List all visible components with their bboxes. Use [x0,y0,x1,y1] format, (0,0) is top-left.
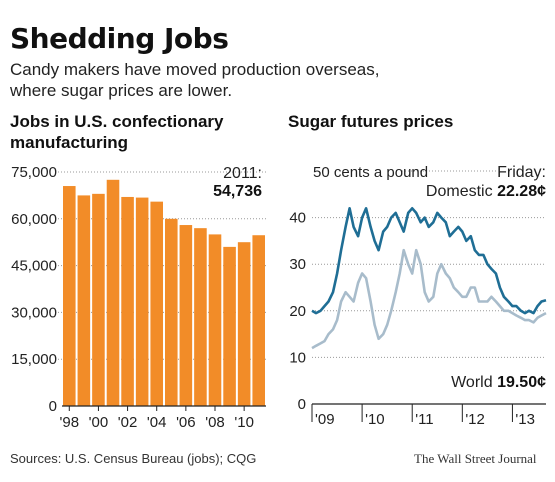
jobs-bar [252,235,265,406]
jobs-x-tick-label: '02 [118,414,138,431]
jobs-y-tick-label: 60,000 [11,211,57,228]
jobs-bar [63,186,76,406]
jobs-bar [92,193,105,406]
jobs-bar [150,201,163,406]
jobs-y-tick-labels: 75,000 60,000 45,000 30,000 15,000 0 [11,164,57,415]
sugar-x-tick-label: '13 [515,411,535,428]
jobs-x-tick-label: '04 [147,414,167,431]
jobs-x-tick-label: '10 [234,414,254,431]
page-subtitle: Candy makers have moved production overs… [10,60,380,100]
jobs-y-tick-label: 75,000 [11,164,57,181]
sugar-x-tick-label: '10 [365,411,385,428]
sources-note: Sources: U.S. Census Bureau (jobs); CQG [10,451,257,466]
jobs-bar [223,246,236,406]
jobs-y-tick-label: 45,000 [11,258,57,275]
sugar-y-tick-label: 20 [289,303,306,320]
jobs-bar [179,225,193,406]
page-title: Shedding Jobs [10,22,229,55]
sugar-y-tick-labels: 40 30 20 10 0 [289,210,306,413]
jobs-bar [194,228,207,406]
sugar-y-tick-label: 0 [298,396,306,413]
sugar-y-tick-label: 30 [289,256,306,273]
jobs-y-tick-label: 15,000 [11,351,57,368]
sugar-x-tick-label: '09 [315,411,335,428]
jobs-bar [165,218,178,406]
jobs-chart: 75,000 60,000 45,000 30,000 15,000 0 '98 '00 '0… [11,164,266,431]
sugar-y-tick-label: 10 [289,349,306,366]
jobs-y-tick-label: 30,000 [11,304,57,321]
jobs-x-tick-label: '08 [205,414,225,431]
domestic-price-line [311,207,547,315]
jobs-chart-title: Jobs in U.S. confectionary manufacturing [10,112,224,152]
publication-credit: The Wall Street Journal [414,451,537,466]
sugar-x-tick-label: '12 [465,411,485,428]
jobs-x-tick-label: '98 [60,414,80,431]
world-price-line [311,248,547,350]
sugar-y-tick-label: 40 [289,210,306,227]
sugar-chart: 40 30 20 10 0 '09 '10 '11 '12 '13 50 cents a pou… [289,164,547,428]
jobs-annotation-value: 54,736 [213,183,262,200]
jobs-y-tick-label: 0 [49,398,57,415]
jobs-x-tick-label: '06 [176,414,196,431]
jobs-bar [135,197,149,406]
jobs-bar [237,242,251,406]
jobs-bar [77,195,91,406]
world-series-label: World 19.50¢ [451,374,546,391]
sugar-x-tick-labels: '09 '10 '11 '12 '13 [311,404,535,428]
sugar-chart-title: Sugar futures prices [288,112,454,131]
sugar-y-unit-label: 50 cents a pound [313,164,428,181]
jobs-x-tick-label: '00 [89,414,109,431]
domestic-series-label: Domestic 22.28¢ [426,183,546,200]
sugar-annotation-label: Friday: [497,164,546,181]
jobs-annotation-label: 2011: [223,165,262,182]
jobs-bar [208,234,222,406]
jobs-bars [63,179,265,406]
jobs-bar [106,179,120,406]
jobs-x-tick-labels: '98 '00 '02 '04 '06 '08 '10 [60,406,254,431]
jobs-bar [121,196,134,406]
sugar-x-tick-label: '11 [415,411,433,428]
